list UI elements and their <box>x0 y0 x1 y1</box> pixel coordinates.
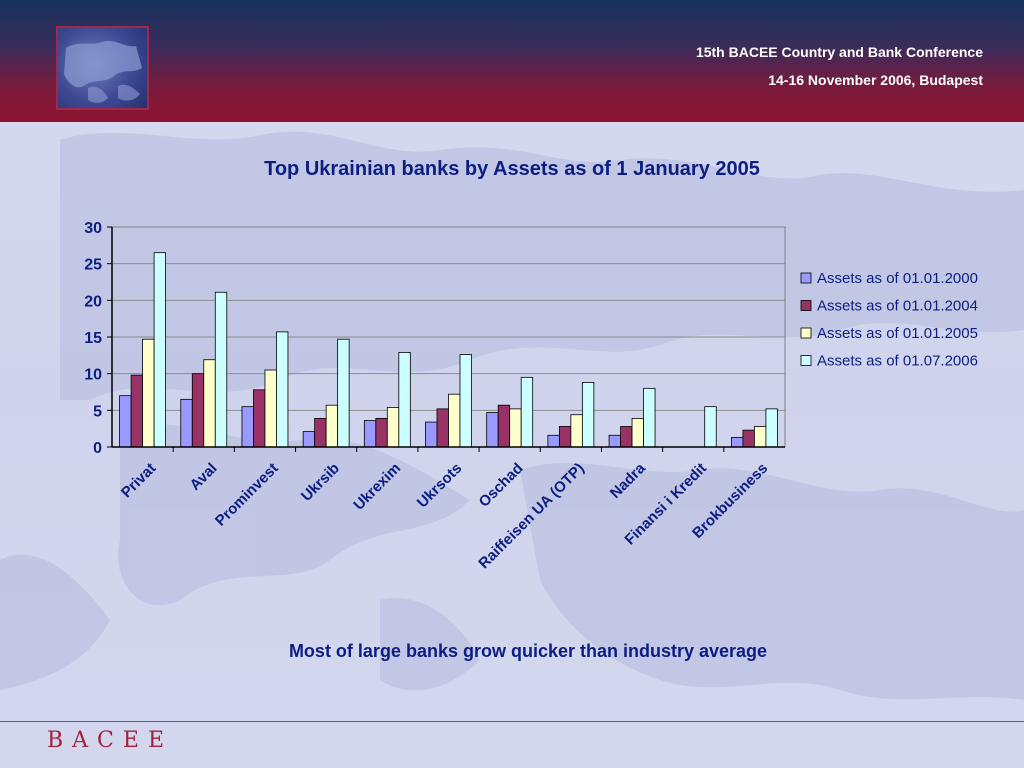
europe-map-thumbnail <box>56 26 149 110</box>
axes <box>107 226 786 452</box>
x-tick-label: Ukrsib <box>298 460 343 505</box>
legend-label: Assets as of 01.01.2000 <box>817 270 978 287</box>
bar-ukrsib-series-4 <box>337 338 350 448</box>
bar-ukrsib-series-3 <box>325 404 339 448</box>
bar-nadra-series-3 <box>631 417 644 448</box>
bar-prominvest-series-3 <box>264 369 277 448</box>
y-tick-label: 20 <box>84 293 102 310</box>
bar-brokbusiness-series-3 <box>754 426 767 448</box>
legend-label: Assets as of 01.01.2005 <box>817 325 978 342</box>
europe-map-icon <box>64 41 142 103</box>
bar-nadra-series-4 <box>643 387 656 448</box>
bar-ukrexim-series-4 <box>398 351 411 448</box>
bar-prominvest-series-4 <box>276 331 289 448</box>
bar-privat-series-4 <box>153 252 166 448</box>
bar-ukrsots-series-2 <box>436 408 449 448</box>
y-tick-label: 10 <box>84 367 102 384</box>
bar-ukrsots-series-1 <box>425 421 438 448</box>
bar-privat-series-1 <box>119 395 132 448</box>
x-tick-label: Oschad <box>476 460 527 511</box>
x-tick-label: Aval <box>187 460 221 494</box>
bar-ukrexim-series-2 <box>375 417 388 448</box>
bar-ukrsib-series-2 <box>314 417 327 448</box>
conference-title: 15th BACEE Country and Bank Conference <box>695 44 983 60</box>
legend-swatch <box>800 355 812 366</box>
bars <box>119 252 778 448</box>
bar-oschad-series-1 <box>486 412 499 448</box>
legend: Assets as of 01.01.2000 Assets as of 01.0… <box>800 270 978 370</box>
x-tick-label: Privat <box>118 460 160 502</box>
chart-note: Most of large banks grow quicker than in… <box>288 641 768 661</box>
bar-oschad-series-4 <box>520 376 534 448</box>
bar-aval-series-3 <box>203 359 216 448</box>
chart-title: Top Ukrainian banks by Assets as of 1 Ja… <box>264 158 760 180</box>
bar-aval-series-2 <box>191 373 205 448</box>
bar-aval-series-4 <box>214 291 228 448</box>
bar-privat-series-2 <box>130 374 143 448</box>
bar-aval-series-1 <box>180 398 193 448</box>
x-tick-label: Nadra <box>607 459 650 502</box>
y-tick-label: 0 <box>93 440 102 457</box>
x-tick-label: Prominvest <box>212 460 282 530</box>
bar-oschad-series-2 <box>497 404 511 448</box>
bar-nadra-series-2 <box>620 426 633 448</box>
conference-dates: 14-16 November 2006, Budapest <box>768 72 983 88</box>
legend-label: Assets as of 01.01.2004 <box>817 298 978 315</box>
y-tick-labels: 0 5 10 15 20 25 30 <box>84 220 102 457</box>
bar-brokbusiness-series-1 <box>731 437 744 448</box>
legend-swatch <box>800 272 812 284</box>
x-tick-label: Ukrexim <box>350 460 404 514</box>
y-tick-label: 15 <box>84 330 102 347</box>
bar-ukrexim-series-3 <box>386 406 400 448</box>
bar-oschad-series-3 <box>509 408 522 448</box>
y-tick-label: 25 <box>84 257 102 274</box>
bar-ukrsots-series-3 <box>448 393 461 448</box>
bar-raiffeisen-ua-otp--series-4 <box>581 382 595 448</box>
bar-ukrsots-series-4 <box>459 354 472 448</box>
footer-divider <box>0 721 1024 722</box>
x-tick-label: Ukrsots <box>414 460 466 512</box>
bar-prominvest-series-2 <box>253 389 266 448</box>
x-tick-label: Raiffeisen UA (OTP) <box>475 460 587 572</box>
bar-ukrexim-series-1 <box>363 420 377 448</box>
bar-privat-series-3 <box>142 338 155 448</box>
bar-nadra-series-1 <box>608 434 621 448</box>
bar-brokbusiness-series-4 <box>765 408 778 448</box>
bar-prominvest-series-1 <box>241 406 254 448</box>
bacee-logo: BACEE <box>47 728 174 753</box>
bar-raiffeisen-ua-otp--series-3 <box>570 414 583 448</box>
bar-ukrsib-series-1 <box>302 431 316 448</box>
legend-label: Assets as of 01.07.2006 <box>817 353 978 370</box>
legend-swatch <box>800 327 812 339</box>
bar-brokbusiness-series-2 <box>742 429 755 448</box>
bar-finansi-i-kredit-series-4 <box>704 406 717 448</box>
bar-raiffeisen-ua-otp--series-1 <box>547 434 560 448</box>
legend-swatch <box>800 300 812 311</box>
bar-raiffeisen-ua-otp--series-2 <box>558 426 572 448</box>
y-tick-label: 30 <box>84 220 102 237</box>
y-tick-label: 5 <box>93 403 102 420</box>
header-bar <box>0 0 1024 122</box>
